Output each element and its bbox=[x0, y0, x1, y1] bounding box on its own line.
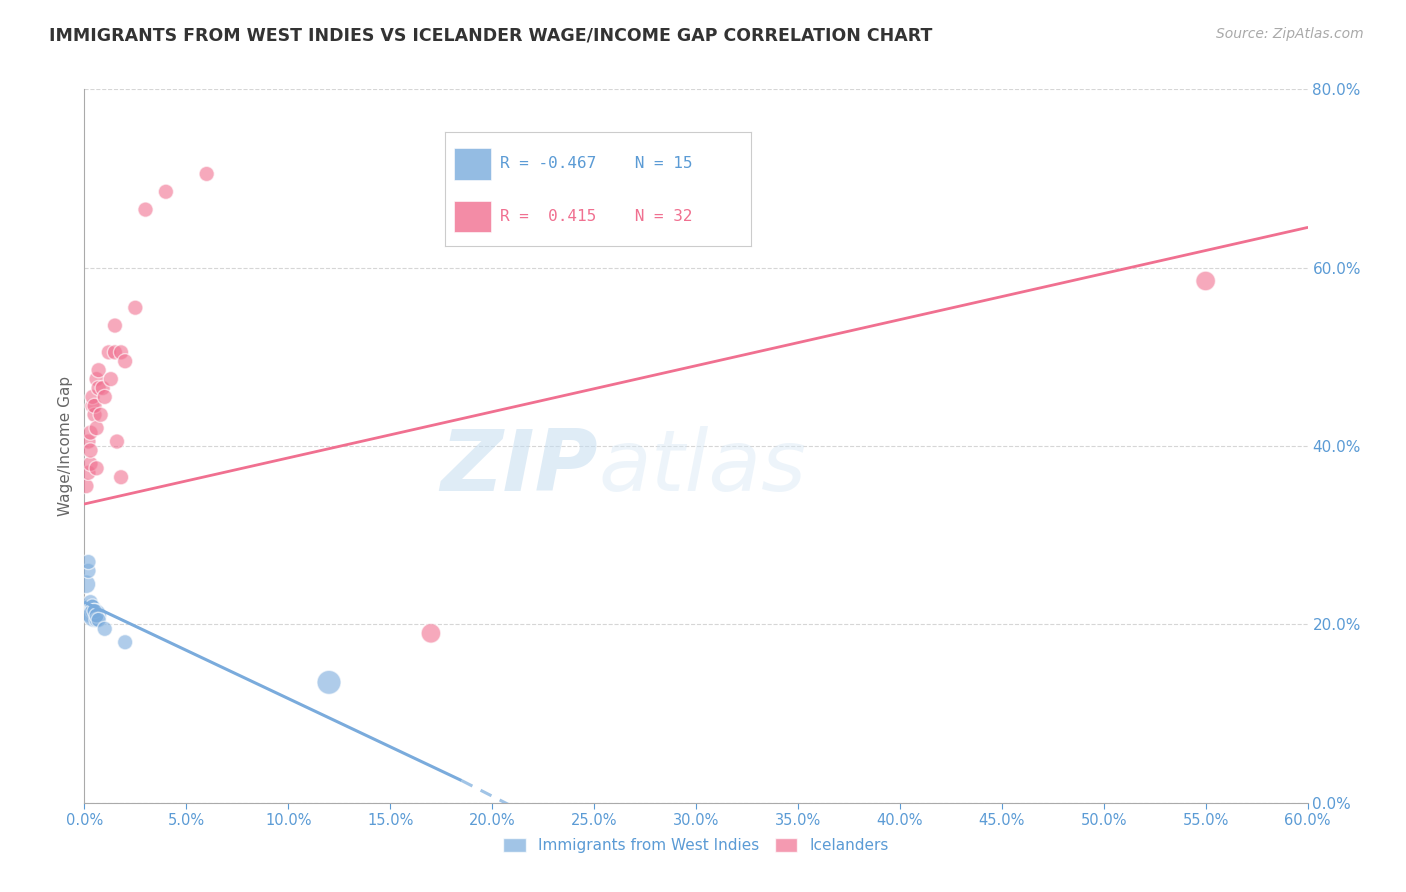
Point bbox=[82, 390, 104, 404]
Point bbox=[105, 434, 128, 449]
Point bbox=[86, 372, 108, 386]
Point bbox=[82, 599, 104, 614]
Text: IMMIGRANTS FROM WEST INDIES VS ICELANDER WAGE/INCOME GAP CORRELATION CHART: IMMIGRANTS FROM WEST INDIES VS ICELANDER… bbox=[49, 27, 932, 45]
Point bbox=[77, 555, 100, 569]
Y-axis label: Wage/Income Gap: Wage/Income Gap bbox=[58, 376, 73, 516]
Point bbox=[87, 613, 110, 627]
Point bbox=[82, 399, 104, 413]
Point bbox=[77, 466, 100, 480]
Point bbox=[97, 345, 120, 359]
Point bbox=[87, 363, 110, 377]
Point bbox=[195, 167, 218, 181]
Point bbox=[79, 604, 101, 618]
Point bbox=[83, 608, 105, 623]
Point bbox=[104, 345, 127, 359]
Point bbox=[114, 635, 136, 649]
Point bbox=[110, 345, 132, 359]
Point bbox=[86, 608, 108, 623]
Text: Source: ZipAtlas.com: Source: ZipAtlas.com bbox=[1216, 27, 1364, 41]
Point bbox=[86, 421, 108, 435]
Point bbox=[77, 434, 100, 449]
Point bbox=[83, 408, 105, 422]
Point bbox=[100, 372, 122, 386]
Point bbox=[90, 408, 112, 422]
Point bbox=[93, 390, 115, 404]
Text: ZIP: ZIP bbox=[440, 425, 598, 509]
Point bbox=[124, 301, 146, 315]
Legend: Immigrants from West Indies, Icelanders: Immigrants from West Indies, Icelanders bbox=[496, 832, 896, 859]
Point bbox=[93, 622, 115, 636]
Point bbox=[1195, 274, 1218, 288]
Point bbox=[87, 381, 110, 395]
Point bbox=[91, 381, 114, 395]
Point bbox=[79, 443, 101, 458]
Point bbox=[79, 425, 101, 440]
Point bbox=[110, 470, 132, 484]
Point bbox=[86, 461, 108, 475]
Point bbox=[318, 675, 340, 690]
Point bbox=[75, 479, 97, 493]
Point bbox=[82, 604, 104, 618]
Point bbox=[75, 577, 97, 591]
Point bbox=[114, 354, 136, 368]
Point bbox=[77, 564, 100, 578]
Point bbox=[86, 613, 108, 627]
Point bbox=[83, 399, 105, 413]
Text: atlas: atlas bbox=[598, 425, 806, 509]
Point bbox=[155, 185, 177, 199]
Point bbox=[104, 318, 127, 333]
Point bbox=[83, 604, 105, 618]
Point bbox=[79, 457, 101, 471]
Point bbox=[135, 202, 157, 217]
Point bbox=[79, 595, 101, 609]
Point bbox=[420, 626, 443, 640]
